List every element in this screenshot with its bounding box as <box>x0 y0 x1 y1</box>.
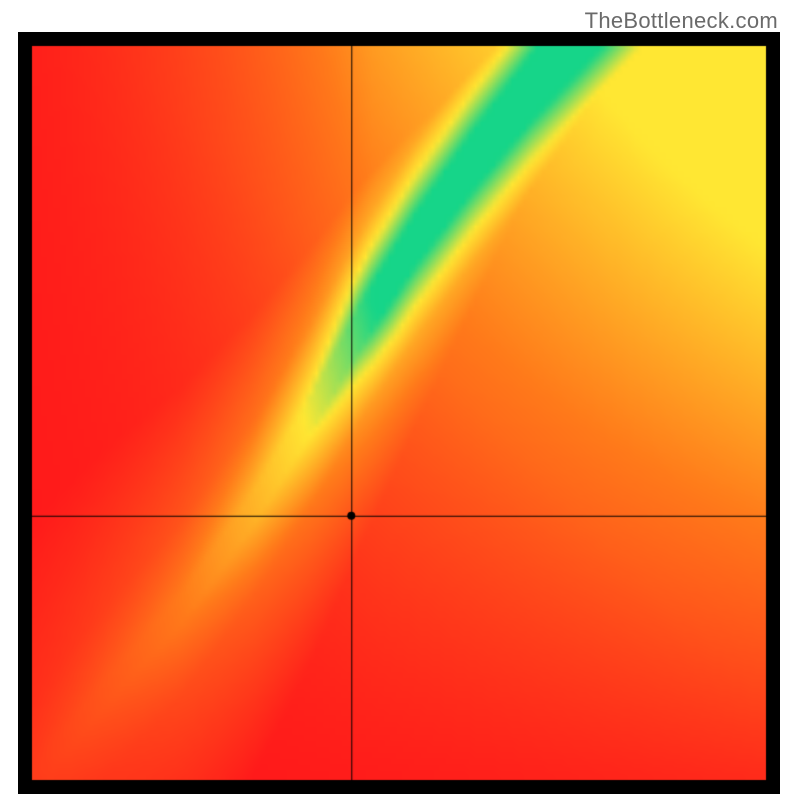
heatmap-canvas <box>18 32 780 794</box>
heatmap-plot <box>18 32 780 794</box>
watermark-text: TheBottleneck.com <box>585 8 778 34</box>
